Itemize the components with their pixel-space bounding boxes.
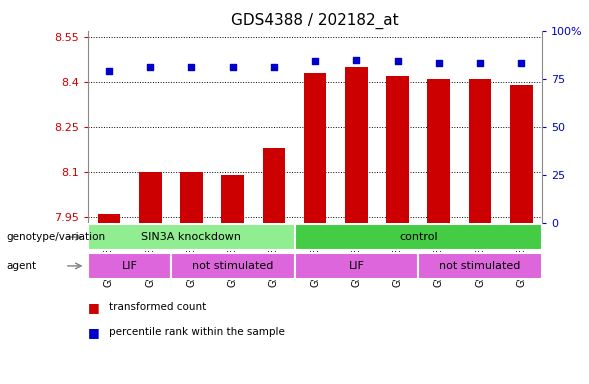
Point [352, 56, 361, 63]
Point [434, 60, 444, 66]
Point [475, 60, 485, 66]
Text: not stimulated: not stimulated [192, 261, 273, 271]
Text: LIF: LIF [122, 261, 137, 271]
Bar [180, 172, 203, 384]
Bar [88, 224, 294, 250]
Text: transformed count: transformed count [109, 302, 206, 312]
Point [310, 58, 320, 65]
Text: ■: ■ [88, 326, 100, 339]
Text: ■: ■ [88, 301, 100, 314]
Point [517, 60, 526, 66]
Bar [88, 253, 171, 279]
Bar [221, 175, 244, 384]
Text: control: control [399, 232, 438, 242]
Bar [98, 214, 120, 384]
Bar [510, 85, 532, 384]
Bar [304, 73, 326, 384]
Bar [294, 253, 418, 279]
Bar [428, 79, 450, 384]
Bar [263, 148, 285, 384]
Text: genotype/variation: genotype/variation [6, 232, 105, 242]
Point [228, 64, 237, 70]
Title: GDS4388 / 202182_at: GDS4388 / 202182_at [231, 13, 399, 29]
Point [269, 64, 279, 70]
Point [145, 64, 155, 70]
Text: not stimulated: not stimulated [439, 261, 521, 271]
Point [187, 64, 196, 70]
Bar [418, 253, 542, 279]
Text: agent: agent [6, 261, 36, 271]
Point [104, 68, 114, 74]
Text: percentile rank within the sample: percentile rank within the sample [109, 327, 285, 337]
Text: LIF: LIF [349, 261, 364, 271]
Point [393, 58, 402, 65]
Bar [294, 224, 542, 250]
Bar [386, 76, 409, 384]
Bar [345, 67, 368, 384]
Bar [171, 253, 294, 279]
Bar [139, 172, 161, 384]
Bar [469, 79, 491, 384]
Text: SIN3A knockdown: SIN3A knockdown [141, 232, 241, 242]
